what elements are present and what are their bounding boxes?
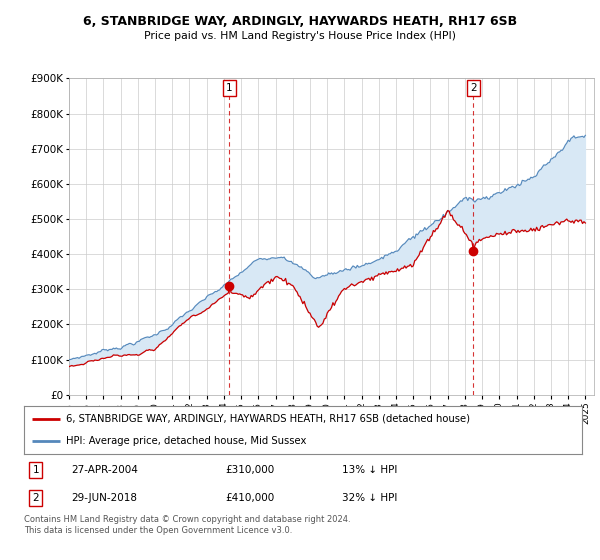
- Text: 1: 1: [32, 465, 39, 475]
- Text: £410,000: £410,000: [225, 493, 274, 503]
- Text: Price paid vs. HM Land Registry's House Price Index (HPI): Price paid vs. HM Land Registry's House …: [144, 31, 456, 41]
- Text: £310,000: £310,000: [225, 465, 274, 475]
- Text: HPI: Average price, detached house, Mid Sussex: HPI: Average price, detached house, Mid …: [66, 436, 306, 446]
- Text: Contains HM Land Registry data © Crown copyright and database right 2024.
This d: Contains HM Land Registry data © Crown c…: [24, 515, 350, 535]
- Text: 1: 1: [226, 83, 233, 93]
- Text: 6, STANBRIDGE WAY, ARDINGLY, HAYWARDS HEATH, RH17 6SB: 6, STANBRIDGE WAY, ARDINGLY, HAYWARDS HE…: [83, 15, 517, 27]
- Text: 2: 2: [470, 83, 476, 93]
- Text: 13% ↓ HPI: 13% ↓ HPI: [342, 465, 397, 475]
- Text: 29-JUN-2018: 29-JUN-2018: [71, 493, 137, 503]
- Text: 6, STANBRIDGE WAY, ARDINGLY, HAYWARDS HEATH, RH17 6SB (detached house): 6, STANBRIDGE WAY, ARDINGLY, HAYWARDS HE…: [66, 414, 470, 424]
- Text: 32% ↓ HPI: 32% ↓ HPI: [342, 493, 397, 503]
- Text: 27-APR-2004: 27-APR-2004: [71, 465, 139, 475]
- Text: 2: 2: [32, 493, 39, 503]
